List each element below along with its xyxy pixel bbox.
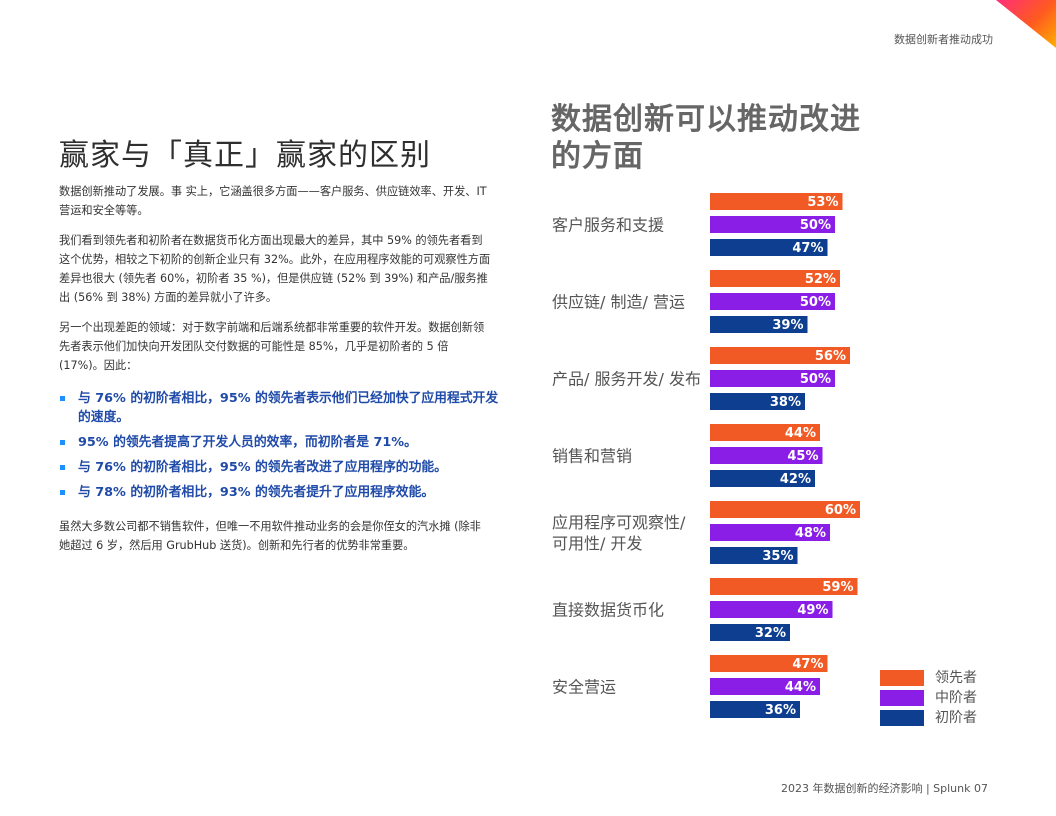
bar-value-label: 52% (805, 272, 836, 287)
section-tag: 数据创新者推动成功 (894, 33, 993, 46)
bullet-item: 与 76% 的初阶者相比，95% 的领先者表示他们已经加快了应用程式开发的速度。 (59, 389, 499, 427)
bar-value-label: 47% (792, 657, 823, 672)
bullet-square-icon (60, 490, 65, 495)
category-label: 可用性/ 开发 (552, 534, 642, 553)
bar (710, 578, 858, 595)
bar-value-label: 50% (800, 295, 831, 310)
bullet-item: 95% 的领先者提高了开发人员的效率，而初阶者是 71%。 (59, 433, 499, 452)
bar (710, 601, 833, 618)
legend-swatch (880, 670, 924, 686)
bar (710, 270, 840, 287)
bar-value-label: 47% (792, 241, 823, 256)
bar (710, 424, 820, 441)
bar-value-label: 38% (770, 395, 801, 410)
bar-value-label: 56% (815, 349, 846, 364)
category-label: 供应链/ 制造/ 营运 (552, 293, 685, 312)
bullet-item: 与 76% 的初阶者相比，95% 的领先者改进了应用程序的功能。 (59, 458, 499, 477)
bar (710, 524, 830, 541)
legend-swatch (880, 690, 924, 706)
bullet-list: 与 76% 的初阶者相比，95% 的领先者表示他们已经加快了应用程式开发的速度。… (59, 389, 499, 508)
bar (710, 470, 815, 487)
bar-value-label: 45% (787, 449, 818, 464)
bar-value-label: 44% (785, 426, 816, 441)
bullet-square-icon (60, 396, 65, 401)
gap-paragraph: 我们看到领先者和初阶者在数据货币化方面出现最大的差异，其中 59% 的领先者看到… (59, 234, 491, 304)
bar-value-label: 50% (800, 372, 831, 387)
bar (710, 501, 860, 518)
bar-value-label: 39% (772, 318, 803, 333)
closing-paragraph: 虽然大多数公司都不销售软件，但唯一不用软件推动业务的会是你侄女的汽水摊 (除非她… (59, 520, 481, 552)
chart-title: 数据创新可以推动改进的方面 (551, 102, 861, 174)
page-footer: 2023 年数据创新的经济影响 | Splunk 07 (780, 782, 988, 795)
bar (710, 370, 835, 387)
bullet-square-icon (60, 440, 65, 445)
bar (710, 193, 843, 210)
bar-value-label: 60% (825, 503, 856, 518)
bar (710, 701, 800, 718)
legend-label: 中阶者 (935, 690, 977, 706)
category-label: 直接数据货币化 (552, 601, 664, 620)
bar-value-label: 36% (765, 703, 796, 718)
bullet-item: 与 78% 的初阶者相比，93% 的领先者提升了应用程序效能。 (59, 483, 499, 502)
bar (710, 293, 835, 310)
software-paragraph: 另一个出现差距的领域：对于数字前端和后端系统都非常重要的软件开发。数据创新领先者… (59, 321, 485, 372)
bar-value-label: 44% (785, 680, 816, 695)
bar (710, 316, 808, 333)
left-title: 赢家与「真正」赢家的区别 (59, 138, 431, 173)
category-label: 应用程序可观察性/ (552, 513, 686, 532)
legend-swatch (880, 710, 924, 726)
bar-value-label: 32% (755, 626, 786, 641)
bar (710, 678, 820, 695)
bar (710, 547, 798, 564)
bar (710, 216, 835, 233)
bar (710, 624, 790, 641)
intro-paragraph: 数据创新推动了发展。事 实上，它涵盖很多方面——客户服务、供应链效率、开发、IT… (59, 185, 487, 217)
category-label: 销售和营销 (552, 447, 632, 466)
bar (710, 447, 823, 464)
category-label: 安全营运 (552, 678, 616, 697)
category-label: 产品/ 服务开发/ 发布 (552, 370, 701, 389)
bar (710, 347, 850, 364)
category-label: 客户服务和支援 (552, 216, 664, 235)
bar-value-label: 48% (795, 526, 826, 541)
legend-label: 领先者 (935, 670, 977, 686)
bullet-square-icon (60, 465, 65, 470)
bar (710, 239, 828, 256)
bar-value-label: 59% (822, 580, 853, 595)
bar-value-label: 42% (780, 472, 811, 487)
bar (710, 393, 805, 410)
bar (710, 655, 828, 672)
bar-value-label: 49% (797, 603, 828, 618)
legend-label: 初阶者 (935, 709, 977, 726)
bar-value-label: 50% (800, 218, 831, 233)
bar-value-label: 53% (807, 195, 838, 210)
bar-value-label: 35% (762, 549, 793, 564)
